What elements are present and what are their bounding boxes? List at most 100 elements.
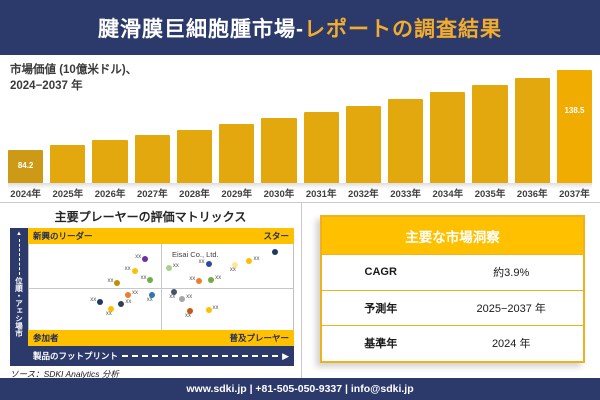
insight-label-cagr: CAGR — [364, 266, 397, 279]
x-axis-tick-label: 2035年 — [474, 189, 506, 200]
bar-column: 2031年 — [303, 59, 339, 200]
matrix-y-axis: ▲ 位順・アェシ場市 — [10, 228, 28, 366]
scatter-point: xx — [199, 259, 212, 267]
chart-title-line2: 2024−2037 年 — [10, 80, 83, 93]
bar — [92, 140, 128, 183]
x-axis-tick-label: 2030年 — [263, 189, 295, 200]
point-label: xx — [140, 275, 147, 282]
scatter-point: xx — [125, 266, 138, 274]
x-axis-tick-label: 2029年 — [221, 189, 253, 200]
dashed-line-vertical — [18, 239, 20, 275]
label-participants: 参加者 — [33, 333, 59, 343]
scatter-point: xx — [106, 306, 114, 317]
matrix-y-axis-label: 位順・アェシ場市 — [14, 277, 24, 337]
point-label: xx — [90, 296, 97, 303]
bar-column: 2027年 — [134, 59, 170, 200]
bar — [514, 78, 550, 183]
scatter-point: xx — [147, 291, 155, 303]
bar — [176, 130, 213, 183]
insight-value-base-year: 2024 年 — [491, 338, 531, 351]
label-star: スター — [263, 231, 289, 241]
bar-column: 2029年 — [219, 59, 255, 200]
bar — [472, 85, 508, 183]
bar-column: 2035年 — [472, 59, 508, 200]
point-label: xx — [172, 263, 179, 270]
bar — [261, 118, 297, 183]
table-row: CAGR 約3.9% — [322, 254, 583, 290]
chart-title-line1: 市場価値 (10億米ドル)、 — [10, 64, 138, 76]
scatter-point: xx — [189, 276, 203, 284]
scatter-point: xx — [246, 256, 259, 265]
point-label: xx — [105, 311, 112, 318]
matrix-x-axis-label: 製品のフットプリント — [33, 351, 119, 361]
point-label: xx — [169, 294, 176, 301]
quadrant-header-bar: 新興のリーダー スター — [28, 228, 294, 244]
point-label: xx — [185, 313, 192, 320]
matrix-main: 新興のリーダー スター xx xx xx xx xx xx Eisai Co., Ltd. x… — [28, 228, 294, 366]
chart-title: 市場価値 (10億米ドル)、 2024−2037 年 — [10, 62, 137, 94]
scatter-point: xx — [208, 275, 221, 284]
chart-section: 市場価値 (10億米ドル)、 2024−2037 年 84.2 2024年 2025… — [0, 55, 600, 202]
matrix-section: 主要プレーヤーの評価マトリックス ▲ 位順・アェシ場市 新興のリーダー スター … — [0, 203, 301, 379]
point-label: xx — [198, 258, 205, 265]
scatter-point: xx — [230, 261, 238, 273]
bar-column: 2028年 — [176, 59, 213, 200]
quadrant-divider-vertical — [161, 244, 162, 330]
point-label: xx — [186, 294, 193, 301]
bar-column: 2026年 — [92, 59, 128, 200]
point-label: xx — [132, 289, 138, 296]
bar — [430, 92, 466, 183]
bar-chart: 84.2 2024年 2025年 2026年 2027年 2028年 2029年 2030年 2… — [8, 59, 593, 200]
scatter-point: xx — [205, 305, 219, 314]
table-row: 基準年 2024 年 — [322, 325, 583, 361]
scatter-point: xx — [165, 263, 179, 272]
point-label: xx — [212, 305, 219, 312]
quadrant-footer-bar: 参加者 普及プレーヤー — [28, 330, 294, 346]
bar — [345, 106, 381, 183]
matrix-x-axis: 製品のフットプリント ▶ — [28, 346, 294, 366]
matrix-plot: xx xx xx xx xx xx Eisai Co., Ltd. xx xx xx xx xx xx x… — [28, 244, 294, 330]
bar — [219, 124, 255, 183]
bar — [387, 99, 424, 183]
label-emerging-leaders: 新興のリーダー — [33, 231, 93, 241]
point-label: xx — [253, 256, 260, 263]
bar-column: 2032年 — [345, 59, 381, 200]
x-axis-tick-label: 2028年 — [179, 189, 210, 200]
footer-bar: www.sdki.jp | +81-505-050-9337 | info@sd… — [0, 378, 600, 400]
bar — [50, 145, 86, 183]
bar: 84.2 — [8, 150, 44, 183]
bar-column: 2030年 — [261, 59, 297, 200]
scatter-point: xx — [125, 290, 138, 298]
table-row: 予測年 2025−2037 年 — [322, 289, 583, 326]
page-title-accent: レポートの調査結果 — [304, 17, 502, 41]
point-label: xx — [146, 296, 153, 303]
point-label: xx — [107, 277, 114, 284]
point-label: xx — [215, 275, 222, 282]
scatter-point: xx — [140, 275, 154, 284]
scatter-point: xx — [185, 308, 194, 319]
x-axis-tick-label: 2025年 — [52, 189, 84, 200]
scatter-point — [271, 248, 278, 255]
insight-value-forecast-years: 2025−2037 年 — [476, 302, 546, 315]
x-axis-tick-label: 2024年 — [10, 189, 41, 200]
scatter-point: xx — [90, 297, 104, 305]
point-label: xx — [229, 266, 236, 273]
scatter-point: xx — [169, 289, 178, 300]
bar: 138.5 — [556, 70, 593, 183]
bar — [134, 135, 170, 183]
bar-column: 2033年 — [387, 59, 424, 200]
bar-column: 2034年 — [430, 59, 466, 200]
dashed-line-horizontal — [122, 355, 279, 357]
header-banner: 腱滑膜巨細胞腫市場-レポートの調査結果 — [0, 0, 600, 55]
insight-label-forecast-years: 予測年 — [364, 302, 398, 315]
x-axis-tick-label: 2032年 — [348, 189, 379, 200]
insights-table-header: 主要な市場洞察 — [322, 217, 583, 254]
quadrant-divider-horizontal — [29, 287, 293, 289]
arrow-up-icon: ▲ — [16, 231, 22, 237]
x-axis-tick-label: 2026年 — [94, 189, 126, 200]
x-axis-tick-label: 2034年 — [432, 189, 464, 200]
insight-value-cagr: 約3.9% — [493, 267, 530, 280]
insight-label-base-year: 基準年 — [364, 338, 398, 351]
x-axis-tick-label: 2031年 — [305, 189, 337, 200]
